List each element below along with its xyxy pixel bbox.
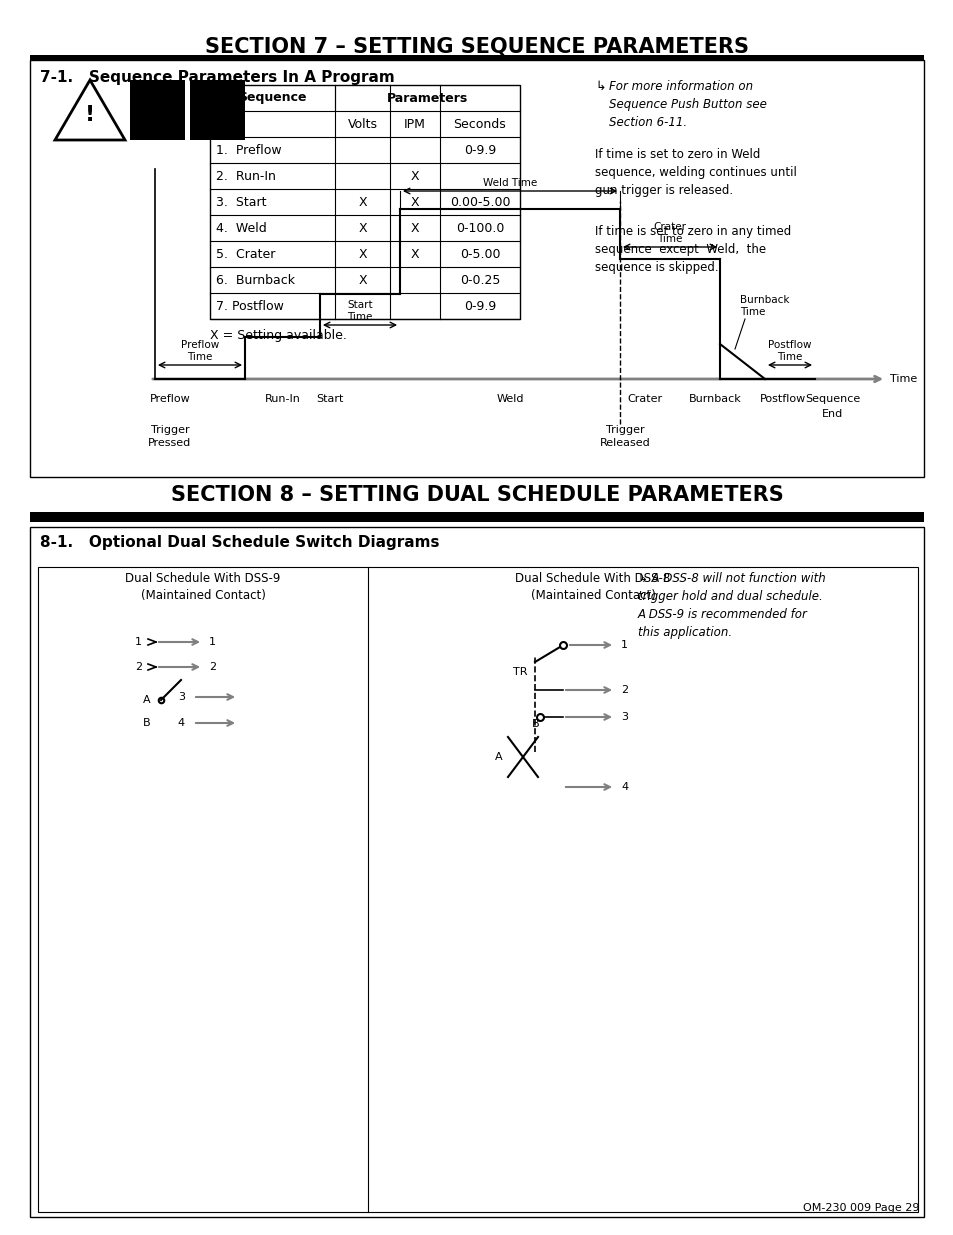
Bar xyxy=(30,527,923,1216)
Text: IPM: IPM xyxy=(404,117,425,131)
Text: Weld: Weld xyxy=(496,394,523,404)
Text: !: ! xyxy=(85,105,95,125)
Text: 1: 1 xyxy=(620,640,627,650)
Bar xyxy=(130,80,185,140)
Text: Weld Time: Weld Time xyxy=(482,178,537,188)
Text: 4: 4 xyxy=(620,782,627,792)
Text: Sequence: Sequence xyxy=(238,91,307,105)
Text: 0-100.0: 0-100.0 xyxy=(456,221,503,235)
Text: Trigger: Trigger xyxy=(151,425,189,435)
Text: Released: Released xyxy=(599,438,650,448)
Text: Crater: Crater xyxy=(627,394,662,404)
Text: 8-1.   Optional Dual Schedule Switch Diagrams: 8-1. Optional Dual Schedule Switch Diagr… xyxy=(40,535,439,550)
Text: A: A xyxy=(143,695,151,705)
Text: Dual Schedule With DSS-9
(Maintained Contact): Dual Schedule With DSS-9 (Maintained Con… xyxy=(125,572,280,601)
Text: B: B xyxy=(532,719,539,729)
Bar xyxy=(30,517,923,522)
Text: 1: 1 xyxy=(135,637,142,647)
Text: 5.  Crater: 5. Crater xyxy=(215,247,275,261)
Text: Run-In: Run-In xyxy=(264,394,300,404)
Text: 0-0.25: 0-0.25 xyxy=(459,273,499,287)
Text: If time is set to zero in Weld
sequence, welding continues until
gun trigger is : If time is set to zero in Weld sequence,… xyxy=(595,148,796,198)
Text: Crater
Time: Crater Time xyxy=(653,221,686,245)
Text: For more information on
Sequence Push Button see
Section 6-11.: For more information on Sequence Push Bu… xyxy=(608,80,766,128)
Text: 3: 3 xyxy=(620,713,627,722)
Text: X: X xyxy=(410,169,419,183)
Text: SECTION 7 – SETTING SEQUENCE PARAMETERS: SECTION 7 – SETTING SEQUENCE PARAMETERS xyxy=(205,37,748,57)
Text: OM-230 009 Page 29: OM-230 009 Page 29 xyxy=(802,1203,919,1213)
Bar xyxy=(30,61,923,477)
Bar xyxy=(38,567,917,1212)
Text: 1.  Preflow: 1. Preflow xyxy=(215,143,281,157)
Text: 2: 2 xyxy=(134,662,142,672)
Text: Burnback: Burnback xyxy=(688,394,740,404)
Text: Dual Schedule With DSS-8
(Maintained Contact): Dual Schedule With DSS-8 (Maintained Con… xyxy=(515,572,670,601)
Bar xyxy=(190,80,245,140)
Text: Time: Time xyxy=(889,374,916,384)
Text: Trigger: Trigger xyxy=(605,425,643,435)
Text: 3: 3 xyxy=(178,692,185,701)
Text: Preflow: Preflow xyxy=(150,394,191,404)
Text: SECTION 8 – SETTING DUAL SCHEDULE PARAMETERS: SECTION 8 – SETTING DUAL SCHEDULE PARAME… xyxy=(171,485,782,505)
Text: 1: 1 xyxy=(209,637,215,647)
Text: 7. Postflow: 7. Postflow xyxy=(215,300,284,312)
Text: 4: 4 xyxy=(177,718,185,727)
Text: X: X xyxy=(410,247,419,261)
Text: B: B xyxy=(143,718,151,727)
Text: 0.00-5.00: 0.00-5.00 xyxy=(449,195,510,209)
Text: Postflow: Postflow xyxy=(760,394,805,404)
Text: X: X xyxy=(357,221,366,235)
Text: ↳: ↳ xyxy=(595,80,605,93)
Text: X: X xyxy=(357,247,366,261)
Text: Start
Time: Start Time xyxy=(347,300,373,322)
Text: 7-1.   Sequence Parameters In A Program: 7-1. Sequence Parameters In A Program xyxy=(40,70,395,85)
Text: Burnback
Time: Burnback Time xyxy=(740,295,789,317)
Text: 6.  Burnback: 6. Burnback xyxy=(215,273,294,287)
Text: Preflow
Time: Preflow Time xyxy=(181,340,219,362)
Polygon shape xyxy=(55,80,125,140)
Text: X = Setting available.: X = Setting available. xyxy=(210,329,347,342)
Text: Start: Start xyxy=(316,394,343,404)
Text: 2: 2 xyxy=(209,662,216,672)
Text: 2.  Run-In: 2. Run-In xyxy=(215,169,275,183)
Bar xyxy=(30,513,923,517)
Text: A: A xyxy=(495,752,502,762)
Text: Sequence: Sequence xyxy=(804,394,860,404)
Text: Parameters: Parameters xyxy=(387,91,468,105)
Text: ↳ A DSS-8 will not function with
trigger hold and dual schedule.
A DSS-9 is reco: ↳ A DSS-8 will not function with trigger… xyxy=(638,572,825,638)
Bar xyxy=(210,85,519,319)
Text: 0-9.9: 0-9.9 xyxy=(463,300,496,312)
Text: Seconds: Seconds xyxy=(453,117,506,131)
Text: X: X xyxy=(410,221,419,235)
Text: 0-5.00: 0-5.00 xyxy=(459,247,499,261)
Text: 0-9.9: 0-9.9 xyxy=(463,143,496,157)
Text: Pressed: Pressed xyxy=(149,438,192,448)
Text: X: X xyxy=(357,273,366,287)
Text: Volts: Volts xyxy=(347,117,377,131)
Text: 3.  Start: 3. Start xyxy=(215,195,266,209)
Text: If time is set to zero in any timed
sequence  except  Weld,  the
sequence is ski: If time is set to zero in any timed sequ… xyxy=(595,225,790,274)
Text: TR: TR xyxy=(513,667,527,677)
Text: Postflow
Time: Postflow Time xyxy=(767,340,811,362)
Text: X: X xyxy=(357,195,366,209)
Bar xyxy=(30,56,923,61)
Text: X: X xyxy=(410,195,419,209)
Text: 2: 2 xyxy=(620,685,627,695)
Text: End: End xyxy=(821,409,842,419)
Text: 4.  Weld: 4. Weld xyxy=(215,221,267,235)
